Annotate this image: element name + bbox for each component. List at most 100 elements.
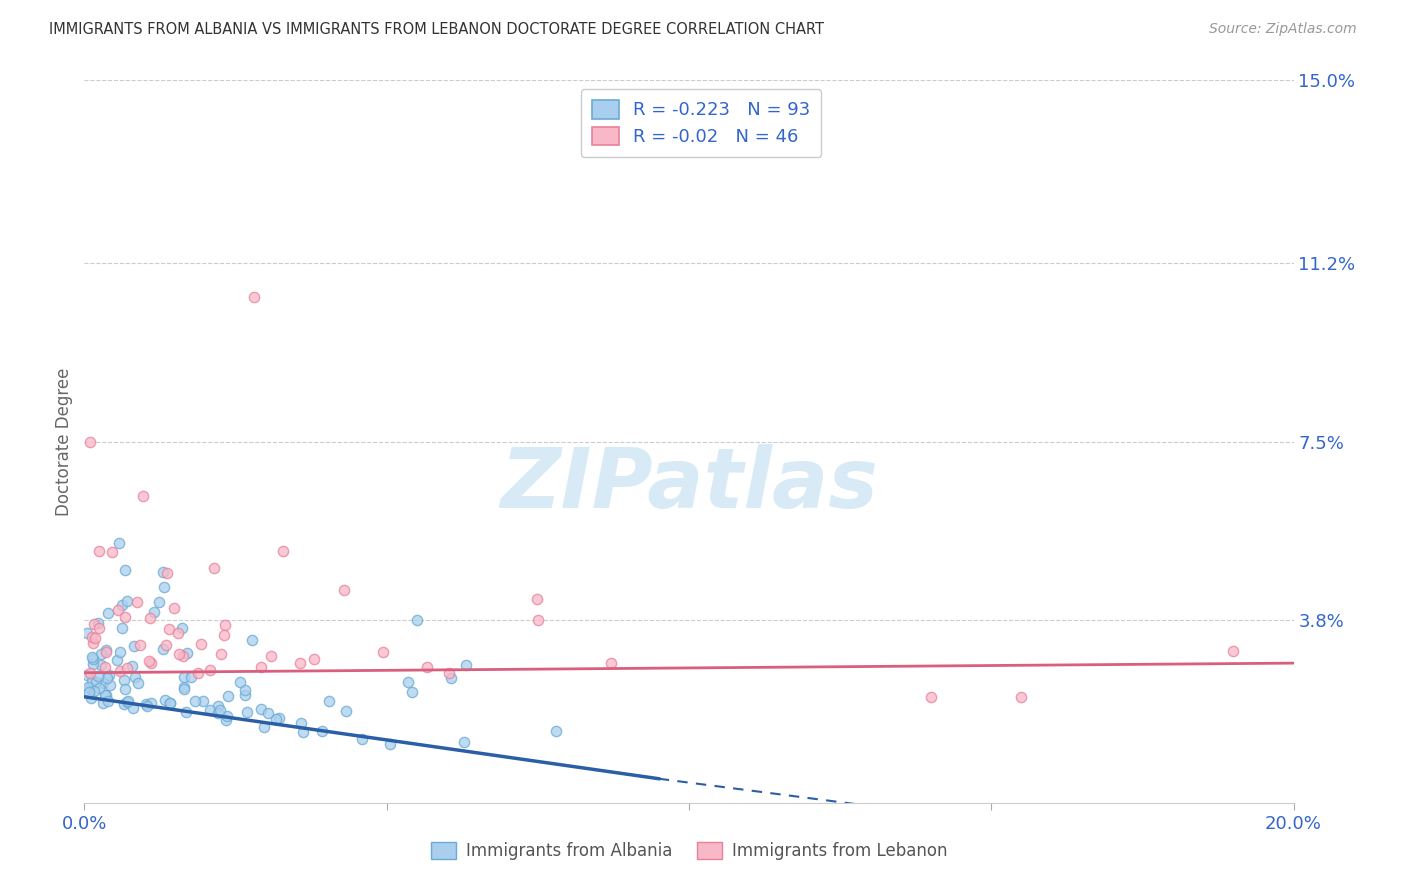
Immigrants from Albania [83, 683, 105, 698]
Immigrants from Albania [378, 737, 401, 751]
Immigrants from Lebanon [139, 656, 162, 670]
Immigrants from Albania [139, 696, 162, 710]
Text: IMMIGRANTS FROM ALBANIA VS IMMIGRANTS FROM LEBANON DOCTORATE DEGREE CORRELATION : IMMIGRANTS FROM ALBANIA VS IMMIGRANTS FR… [49, 22, 824, 37]
Immigrants from Lebanon [139, 610, 162, 624]
Immigrants from Lebanon [167, 625, 190, 640]
Immigrants from Lebanon [260, 648, 283, 663]
Immigrants from Lebanon [94, 645, 117, 659]
Immigrants from Lebanon [198, 663, 221, 677]
Immigrants from Albania [105, 652, 128, 666]
Immigrants from Lebanon [107, 603, 129, 617]
Immigrants from Albania [318, 693, 340, 707]
Immigrants from Albania [217, 689, 239, 703]
Immigrants from Lebanon [214, 628, 236, 642]
Immigrants from Albania [401, 685, 423, 699]
Immigrants from Albania [79, 685, 101, 699]
Immigrants from Lebanon [89, 544, 111, 558]
Immigrants from Albania [233, 683, 256, 698]
Immigrants from Albania [122, 639, 145, 653]
Immigrants from Albania [170, 621, 193, 635]
Immigrants from Albania [257, 706, 280, 720]
Immigrants from Albania [79, 681, 101, 695]
Immigrants from Lebanon [416, 660, 439, 674]
Immigrants from Albania [110, 644, 132, 658]
Immigrants from Albania [82, 657, 104, 672]
Immigrants from Lebanon [190, 637, 212, 651]
Immigrants from Lebanon [332, 583, 354, 598]
Immigrants from Lebanon [288, 656, 311, 670]
Immigrants from Albania [87, 681, 110, 695]
Immigrants from Lebanon [302, 651, 325, 665]
Immigrants from Lebanon [82, 636, 104, 650]
Immigrants from Albania [159, 697, 181, 711]
Immigrants from Lebanon [79, 665, 101, 680]
Immigrants from Lebanon [437, 666, 460, 681]
Immigrants from Albania [84, 675, 107, 690]
Immigrants from Lebanon [132, 489, 155, 503]
Immigrants from Albania [253, 720, 276, 734]
Immigrants from Albania [136, 698, 159, 713]
Immigrants from Lebanon [157, 622, 180, 636]
Immigrants from Lebanon [167, 647, 190, 661]
Immigrants from Lebanon [527, 613, 550, 627]
Immigrants from Albania [159, 696, 181, 710]
Immigrants from Albania [153, 580, 176, 594]
Immigrants from Albania [97, 606, 120, 620]
Immigrants from Albania [406, 613, 429, 627]
Immigrants from Albania [76, 667, 98, 681]
Immigrants from Albania [87, 669, 110, 683]
Immigrants from Lebanon [526, 591, 548, 606]
Immigrants from Albania [176, 646, 198, 660]
Immigrants from Albania [115, 695, 138, 709]
Immigrants from Albania [266, 712, 288, 726]
Immigrants from Lebanon [1011, 690, 1033, 704]
Immigrants from Albania [112, 673, 135, 687]
Immigrants from Albania [142, 605, 165, 619]
Immigrants from Lebanon [371, 644, 394, 658]
Immigrants from Albania [93, 688, 115, 702]
Immigrants from Lebanon [115, 661, 138, 675]
Immigrants from Albania [77, 680, 100, 694]
Immigrants from Albania [82, 652, 104, 666]
Immigrants from Albania [173, 681, 195, 695]
Immigrants from Albania [335, 704, 357, 718]
Immigrants from Albania [91, 675, 114, 690]
Immigrants from Albania [124, 670, 146, 684]
Immigrants from Albania [111, 598, 134, 612]
Immigrants from Albania [96, 671, 118, 685]
Immigrants from Albania [173, 681, 195, 696]
Immigrants from Albania [96, 688, 118, 702]
Immigrants from Lebanon [138, 654, 160, 668]
Immigrants from Albania [180, 670, 202, 684]
Immigrants from Lebanon [242, 290, 264, 304]
Immigrants from Albania [90, 658, 112, 673]
Immigrants from Albania [290, 715, 312, 730]
Immigrants from Albania [235, 705, 257, 719]
Immigrants from Albania [115, 594, 138, 608]
Immigrants from Lebanon [79, 434, 101, 449]
Immigrants from Lebanon [129, 638, 152, 652]
Immigrants from Albania [350, 732, 373, 747]
Immigrants from Lebanon [599, 656, 621, 670]
Immigrants from Albania [80, 650, 103, 665]
Immigrants from Albania [184, 694, 207, 708]
Immigrants from Albania [198, 703, 221, 717]
Immigrants from Albania [121, 658, 143, 673]
Immigrants from Albania [453, 735, 475, 749]
Immigrants from Lebanon [101, 545, 124, 559]
Legend: Immigrants from Albania, Immigrants from Lebanon: Immigrants from Albania, Immigrants from… [423, 835, 955, 867]
Immigrants from Albania [207, 706, 229, 720]
Immigrants from Lebanon [89, 621, 111, 635]
Text: ZIPatlas: ZIPatlas [501, 444, 877, 525]
Immigrants from Albania [97, 668, 120, 682]
Immigrants from Albania [235, 688, 257, 702]
Immigrants from Albania [91, 696, 114, 710]
Y-axis label: Doctorate Degree: Doctorate Degree [55, 368, 73, 516]
Immigrants from Albania [76, 625, 98, 640]
Immigrants from Albania [97, 694, 120, 708]
Immigrants from Albania [454, 657, 477, 672]
Immigrants from Albania [155, 693, 177, 707]
Immigrants from Lebanon [114, 610, 136, 624]
Immigrants from Albania [191, 694, 214, 708]
Immigrants from Albania [87, 615, 110, 630]
